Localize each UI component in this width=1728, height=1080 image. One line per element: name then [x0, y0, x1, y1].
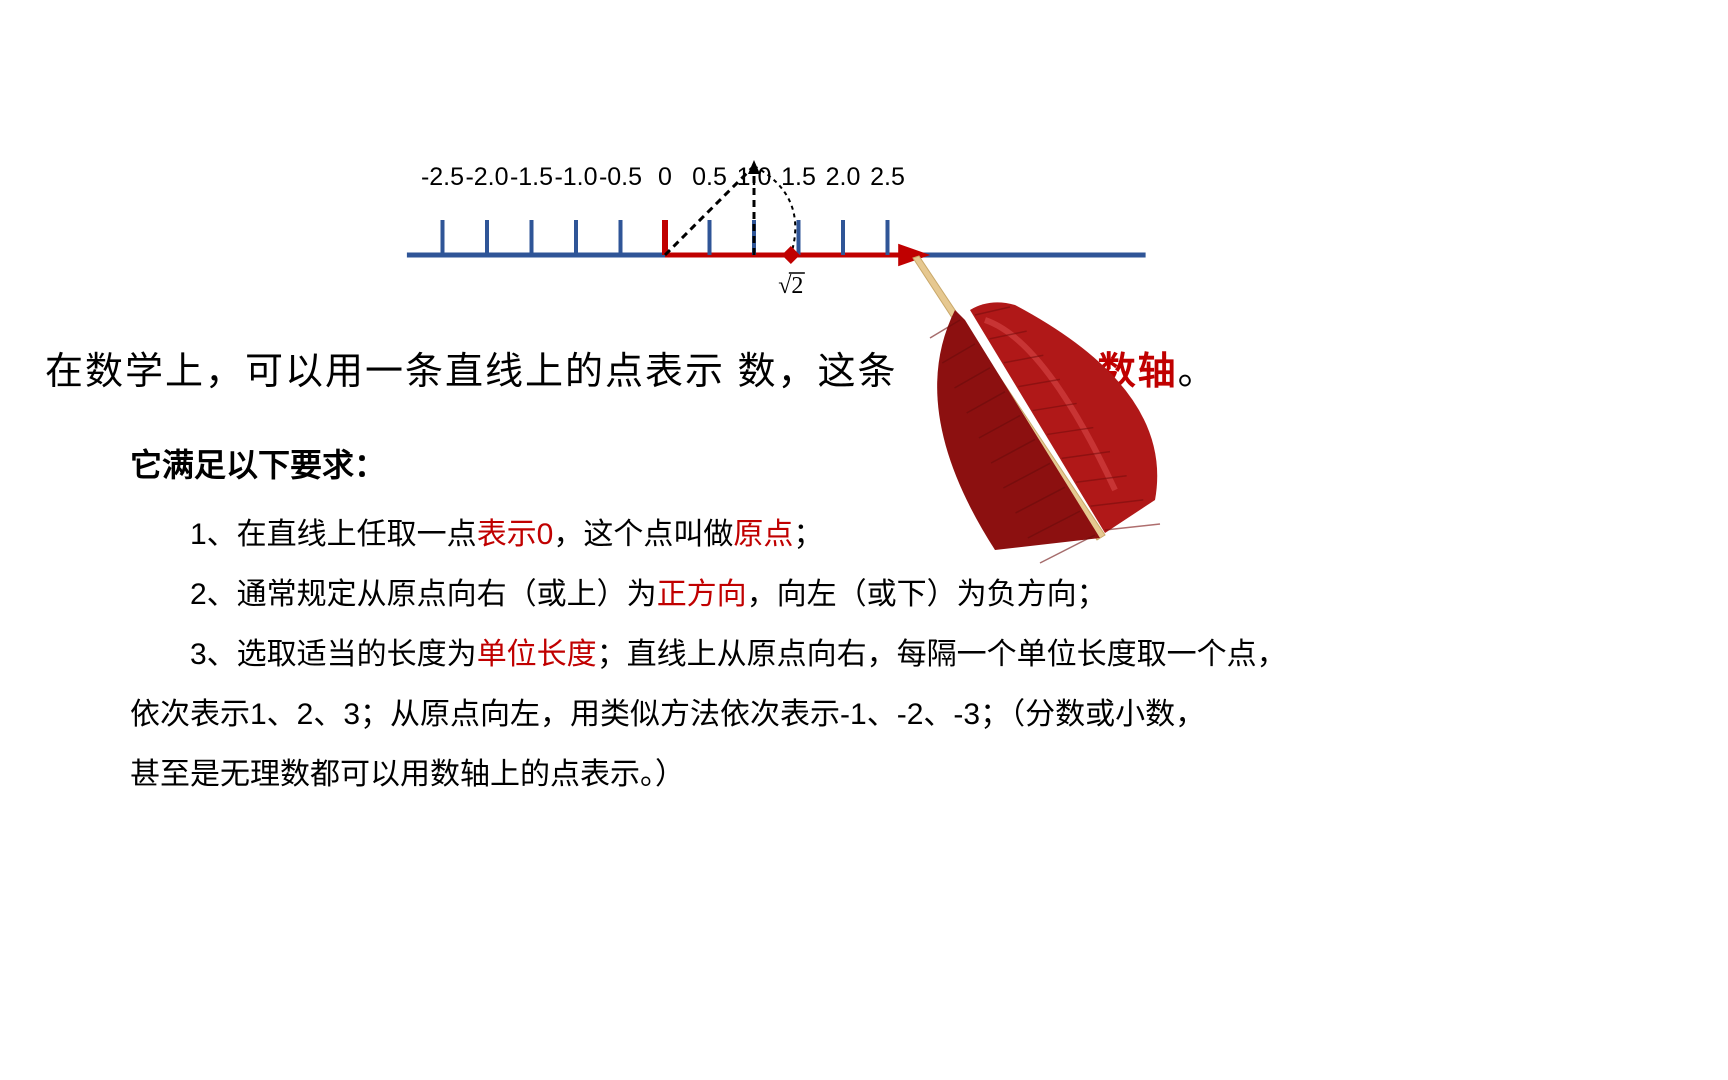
highlight-term: 表示0 [477, 518, 554, 551]
svg-text:-1.0: -1.0 [554, 163, 597, 191]
requirements-heading: 它满足以下要求： [130, 440, 386, 486]
text-segment: 3、选取适当的长度为 [190, 638, 477, 671]
rule-3-cont: 甚至是无理数都可以用数轴上的点表示。） [130, 745, 1668, 805]
svg-text:2.0: 2.0 [826, 163, 861, 191]
svg-text:1.5: 1.5 [781, 163, 816, 191]
text-segment: 。 [1178, 351, 1218, 393]
highlight-term: 数轴 [1098, 351, 1178, 393]
svg-text:-0.5: -0.5 [599, 163, 642, 191]
main-definition-text: 在数学上，可以用一条直线上的点表示 数，这条直线就叫做数轴。 [45, 340, 1218, 395]
highlight-term: 单位长度 [477, 638, 597, 671]
text-segment: ； [793, 518, 823, 551]
text-segment: 在数学上，可以用一条直线上的点表示 数，这条 [45, 351, 898, 393]
svg-text:-1.5: -1.5 [510, 163, 553, 191]
highlight-term: 原点 [733, 518, 793, 551]
svg-text:√2: √2 [778, 273, 803, 299]
svg-text:-2.0: -2.0 [465, 163, 508, 191]
text-segment: ，这个点叫做 [553, 518, 733, 551]
text-segment: ；直线上从原点向右，每隔一个单位长度取一个点， [597, 638, 1287, 671]
number-line-diagram: -2.5-2.0-1.5-1.0-0.500.51.01.52.02.5√2 [180, 80, 1180, 310]
svg-text:0: 0 [658, 163, 672, 191]
number-line-svg: -2.5-2.0-1.5-1.0-0.500.51.01.52.02.5√2 [180, 80, 1180, 310]
rule-3-cont: 依次表示1、2、3；从原点向左，用类似方法依次表示-1、-2、-3；（分数或小数… [130, 685, 1668, 745]
requirements-body: 1、在直线上任取一点表示0，这个点叫做原点； 2、通常规定从原点向右（或上）为正… [130, 505, 1668, 805]
text-segment: ，向左（或下）为负方向； [747, 578, 1107, 611]
svg-text:0.5: 0.5 [692, 163, 727, 191]
svg-text:-2.5: -2.5 [421, 163, 464, 191]
highlight-term: 正方向 [657, 578, 747, 611]
text-segment: 1、在直线上任取一点 [190, 518, 477, 551]
rule-3: 3、选取适当的长度为单位长度；直线上从原点向右，每隔一个单位长度取一个点， [130, 625, 1668, 685]
rule-2: 2、通常规定从原点向右（或上）为正方向，向左（或下）为负方向； [130, 565, 1668, 625]
text-segment: 叫做 [1018, 351, 1098, 393]
rule-1: 1、在直线上任取一点表示0，这个点叫做原点； [130, 505, 1668, 565]
text-segment: 2、通常规定从原点向右（或上）为 [190, 578, 657, 611]
svg-text:2.5: 2.5 [870, 163, 905, 191]
